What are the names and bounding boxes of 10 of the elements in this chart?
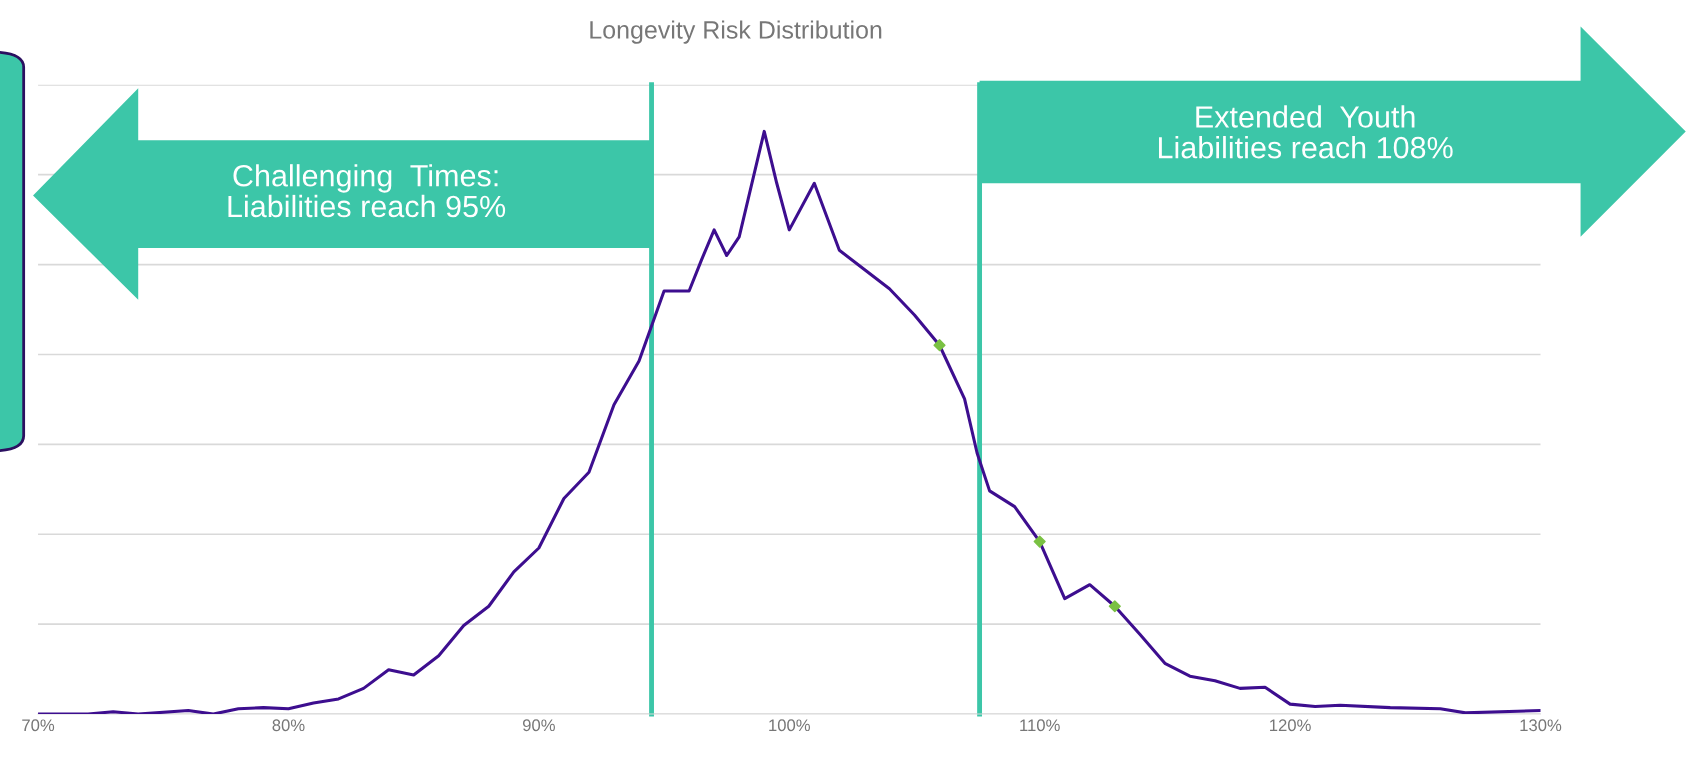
annotation: Challenging Times: Liabilities reach 95% bbox=[228, 164, 506, 218]
chart-title: Longevity Risk Distribution bbox=[590, 20, 882, 44]
x-tick-label: 80% bbox=[272, 719, 305, 732]
x-tick-label: 110% bbox=[1020, 719, 1060, 732]
x-tick-label: 90% bbox=[522, 719, 555, 732]
x-tick-label: 130% bbox=[1520, 719, 1562, 732]
x-tick-label: 70% bbox=[22, 719, 55, 732]
annotation: Extended Youth Liabilities reach 108% bbox=[1159, 105, 1453, 159]
x-tick-label: 100% bbox=[769, 719, 810, 732]
x-tick-label: 120% bbox=[1270, 719, 1311, 732]
